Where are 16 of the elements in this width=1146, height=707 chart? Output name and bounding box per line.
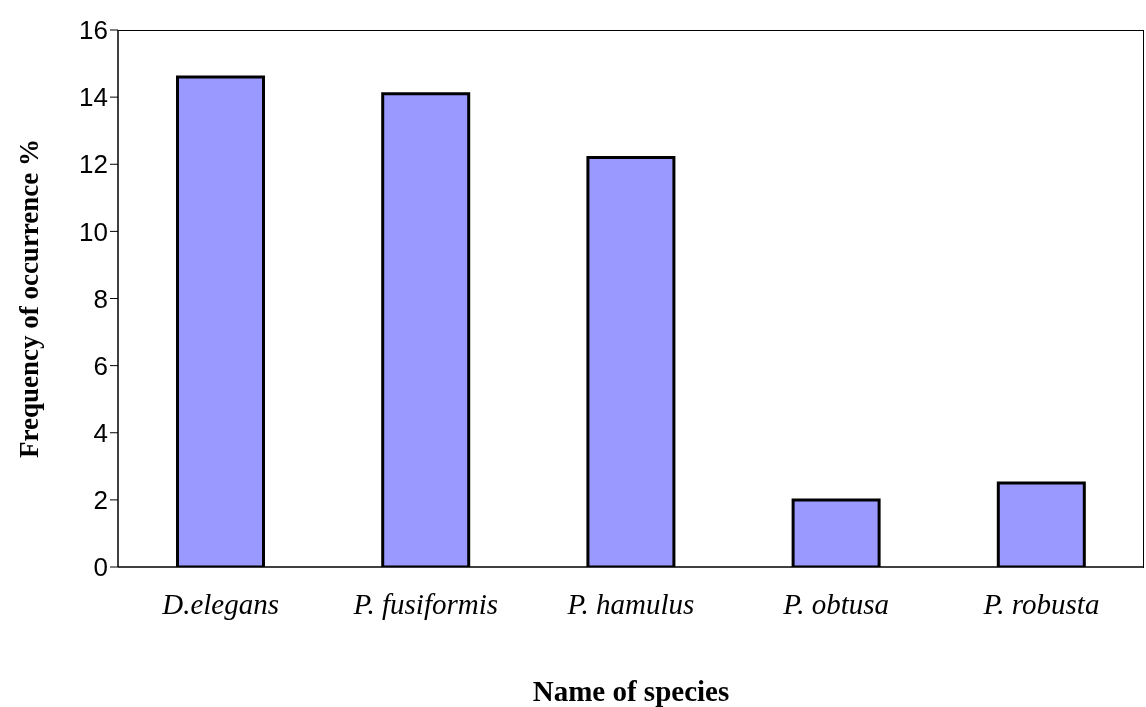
y-tick-label: 14 xyxy=(79,82,108,113)
y-tick-label: 12 xyxy=(79,149,108,180)
y-tick-label: 10 xyxy=(79,216,108,247)
y-tick-label: 4 xyxy=(93,417,108,448)
y-tick-label: 6 xyxy=(93,350,108,381)
x-tick-label: P. robusta xyxy=(982,587,1100,620)
y-tick-label: 16 xyxy=(79,15,108,46)
y-tick-label: 8 xyxy=(93,283,108,314)
x-tick-label: P. obtusa xyxy=(782,587,890,620)
x-tick-label: P. hamulus xyxy=(566,587,695,620)
x-axis-title: Name of species xyxy=(532,675,730,707)
y-axis-title: Frequency of occurrence % xyxy=(13,138,44,459)
y-tick-label: 2 xyxy=(93,485,108,516)
x-tick-label: D.elegans xyxy=(161,587,279,620)
y-tick-label: 0 xyxy=(93,552,108,583)
x-tick-label: P. fusiformis xyxy=(352,587,499,620)
